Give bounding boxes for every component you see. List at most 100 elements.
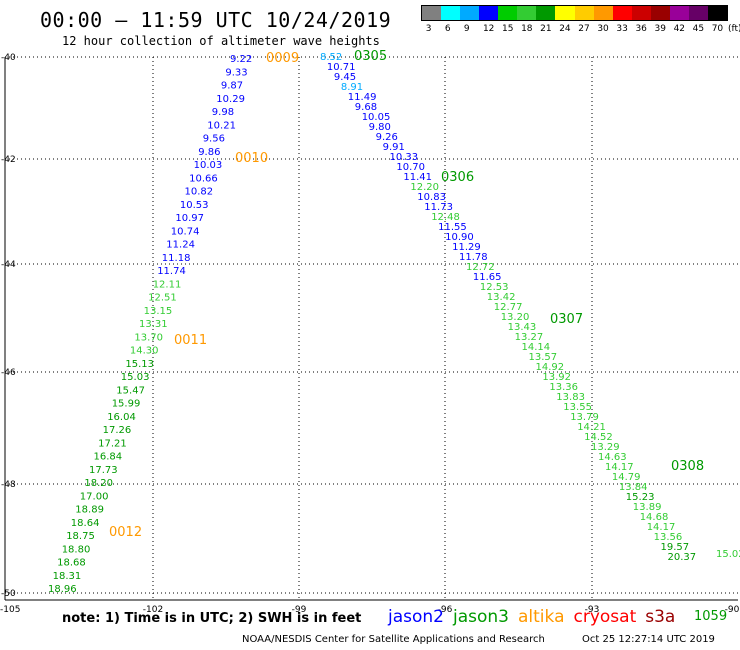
time-label: 0308 — [671, 459, 704, 474]
swh-value: 13.57 — [529, 352, 558, 363]
swh-value: 11.65 — [473, 272, 502, 283]
swh-value: 18.75 — [66, 531, 95, 542]
swh-value: 12.53 — [480, 282, 509, 293]
swh-value: 11.78 — [459, 252, 488, 263]
swh-value: 11.74 — [157, 266, 186, 277]
legend-swatch — [688, 6, 708, 20]
legend-swatch — [593, 6, 613, 20]
swh-value: 11.49 — [348, 92, 377, 103]
legend-swatch — [707, 6, 727, 20]
lat-tick-label: -50 — [1, 589, 16, 599]
swh-value: 13.79 — [570, 412, 599, 423]
legend-label: 70 — [711, 24, 724, 34]
swh-value: 10.74 — [171, 226, 200, 237]
swh-value: 15.03 — [121, 372, 150, 383]
swh-value: 10.05 — [362, 112, 391, 123]
legend-swatch — [574, 6, 594, 20]
swh-value: 13.55 — [563, 402, 592, 413]
swh-value: 8.91 — [341, 82, 363, 93]
lat-tick-label: -48 — [1, 480, 16, 490]
swh-value: 12.20 — [410, 182, 439, 193]
swh-value: 14.52 — [584, 432, 613, 443]
swh-value: 11.41 — [403, 172, 432, 183]
generated-timestamp: Oct 25 12:27:14 UTC 2019 — [582, 634, 715, 645]
legend-label: 9 — [463, 24, 470, 34]
swh-value: 9.98 — [212, 107, 234, 118]
swh-value: 18.89 — [75, 505, 104, 516]
chart-title: 00:00 – 11:59 UTC 10/24/2019 — [40, 8, 392, 32]
legend-label: 42 — [673, 24, 686, 34]
swh-value: 14.79 — [612, 472, 641, 483]
swh-value: 9.91 — [383, 142, 405, 153]
swh-value: 12.11 — [153, 279, 182, 290]
swh-value: 9.56 — [203, 134, 225, 145]
legend-swatch — [498, 6, 518, 20]
legend-label: 21 — [540, 24, 552, 34]
mission-cryosat: cryosat — [573, 607, 637, 627]
swh-value: 18.80 — [62, 544, 91, 555]
legend-label: 30 — [597, 24, 609, 34]
mission-jason2: jason2 — [388, 607, 444, 627]
swh-value: 9.86 — [198, 147, 220, 158]
legend-label: 3 — [425, 24, 432, 34]
swh-value: 13.31 — [139, 319, 168, 330]
swh-value: 8.52 — [320, 52, 342, 63]
swh-value: 11.24 — [166, 240, 195, 251]
credit-line: NOAA/NESDIS Center for Satellite Applica… — [242, 634, 545, 645]
swh-value: 10.66 — [189, 173, 218, 184]
swh-value: 13.92 — [542, 372, 571, 383]
legend-swatch — [441, 6, 461, 20]
time-label: 0009 — [266, 51, 299, 66]
swh-value: 14.68 — [640, 512, 669, 523]
swh-value: 17.00 — [80, 491, 109, 502]
swh-value: 13.15 — [144, 306, 173, 317]
swh-value: 14.63 — [598, 452, 627, 463]
legend-label: 12 — [482, 24, 495, 34]
swh-value: 13.36 — [549, 382, 578, 393]
swh-value: 10.03 — [194, 160, 223, 171]
swh-value: 16.84 — [94, 452, 123, 463]
swh-value: 13.83 — [556, 392, 585, 403]
time-labels: 0009 0010 0011 0012 0305 0306 0307 0308 1059 — [109, 49, 727, 624]
swh-value: 13.42 — [487, 292, 516, 303]
swh-value: 17.26 — [103, 425, 132, 436]
swh-value: 13.27 — [515, 332, 544, 343]
legend-swatch — [612, 6, 632, 20]
legend-label: 33 — [616, 24, 628, 34]
swh-value: 10.21 — [207, 120, 236, 131]
altimeter-track-southeast: 15.02 — [716, 549, 740, 560]
swh-value: 9.33 — [225, 67, 247, 78]
time-label: 1059 — [694, 609, 727, 624]
time-label: 0306 — [441, 170, 474, 185]
swh-value: 14.14 — [522, 342, 551, 353]
footer-note: note: 1) Time is in UTC; 2) SWH is in fe… — [62, 611, 362, 626]
lat-tick-label: -46 — [1, 368, 16, 378]
legend-swatch — [517, 6, 537, 20]
swh-value: 18.96 — [48, 584, 77, 595]
legend-label: 24 — [559, 24, 571, 34]
swh-value: 11.18 — [162, 253, 191, 264]
swh-value: 12.48 — [431, 212, 460, 223]
swh-value: 13.29 — [591, 442, 620, 453]
swh-value: 9.26 — [376, 132, 398, 143]
swh-value: 10.53 — [180, 200, 209, 211]
legend-swatch — [669, 6, 689, 20]
legend-label: 15 — [502, 24, 514, 34]
swh-value: 13.70 — [134, 332, 163, 343]
mission-altika: altika — [518, 607, 565, 627]
lat-tick-label: -40 — [1, 53, 16, 63]
lon-tick-label: -105 — [0, 605, 20, 615]
swh-value: 14.21 — [577, 422, 606, 433]
swh-value: 10.70 — [396, 162, 425, 173]
legend-swatch — [631, 6, 651, 20]
swh-value: 9.80 — [369, 122, 391, 133]
legend-label: 6 — [444, 24, 451, 34]
swh-value: 10.82 — [185, 187, 214, 198]
swh-value: 13.43 — [508, 322, 537, 333]
chart-subtitle: 12 hour collection of altimeter wave hei… — [62, 34, 380, 48]
swh-value: 13.56 — [654, 532, 683, 543]
swh-value: 13.84 — [619, 482, 648, 493]
lon-tick-label: -102 — [143, 605, 163, 615]
swh-value: 20.37 — [668, 552, 697, 563]
